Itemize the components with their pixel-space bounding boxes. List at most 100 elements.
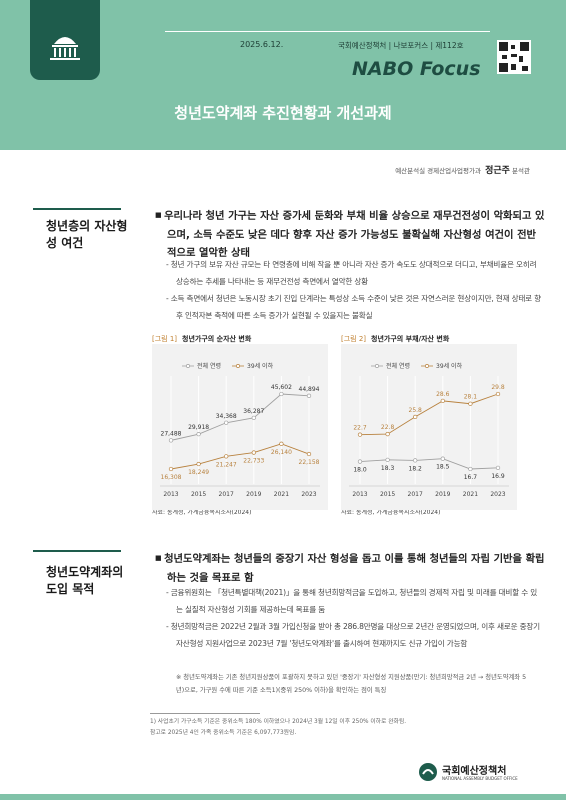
series-line (170, 443, 310, 470)
data-point (168, 466, 174, 472)
section-heading: 청년층의 자산형성 여건 (46, 219, 128, 250)
chart-source: 자료: 통계청, 가계금융복지조사(2024) (341, 509, 441, 516)
footer-org: 국회예산정책처 (442, 766, 507, 777)
series-line (359, 458, 499, 470)
footnote-rule (150, 713, 260, 714)
chart-title: 청년가구의 부채/자산 변화 (371, 335, 450, 343)
x-tick-label: 2021 (463, 491, 478, 498)
chart-source: 자료: 통계청, 가계금융복지조사(2024) (152, 509, 252, 516)
data-label: 21,247 (216, 461, 237, 468)
section-rule (33, 208, 121, 210)
data-label: 18.0 (353, 467, 367, 474)
emblem-tab (30, 0, 100, 80)
footer-band (0, 794, 566, 800)
footer-emblem (419, 763, 437, 781)
x-tick-label: 2021 (274, 491, 289, 498)
data-point (413, 414, 418, 420)
data-point (279, 441, 284, 446)
sub-bullet: 금융위원회는 「청년특별대책(2021)」을 통해 청년희망적금을 도입하고, … (166, 584, 543, 618)
sub-bullet: 소득 측면에서 청년은 노동시장 초기 진입 단계라는 특성상 소득 수준이 낮… (166, 290, 543, 324)
data-point (251, 450, 256, 455)
data-point (306, 393, 312, 398)
sub-bullet: 청년희망적금은 2022년 2월과 3월 가입신청을 받아 총 286.8만명을… (166, 618, 543, 652)
chart: 2013 2015 2017 2019 2021 2023 전체 연령 27,488 29,91… (152, 344, 328, 510)
data-label: 29.8 (491, 384, 505, 391)
data-label: 16.7 (464, 474, 478, 481)
footer-org-en: NATIONAL ASSEMBLY BUDGET OFFICE (442, 776, 518, 781)
data-label: 18.3 (381, 465, 395, 472)
x-tick-label: 2017 (219, 491, 234, 498)
x-tick-label: 2023 (301, 491, 316, 498)
date: 2025.6.12. (240, 40, 284, 49)
data-point (413, 458, 418, 463)
data-label: 45,602 (271, 384, 292, 391)
data-label: 27,488 (161, 430, 182, 437)
data-point (468, 466, 473, 472)
bullet: 우리나라 청년 가구는 자산 증가세 둔화와 부채 비율 상승으로 재무건전성이… (155, 206, 545, 263)
header-rule (165, 31, 490, 32)
chart: 2013 2015 2017 2019 2021 2023 전체 연령 18.0 18.3 18.… (341, 344, 517, 510)
data-point (196, 461, 201, 467)
assembly-icon (50, 37, 80, 60)
legend-label: 전체 연령 (386, 362, 410, 370)
author: 예산분석실 경제산업사업평가과 정근주 분석관 (395, 163, 530, 176)
section-heading: 청년도약계좌의 도입 목적 (46, 565, 124, 596)
legend-label: 39세 이하 (247, 362, 274, 370)
chart-label: [그림 1] (152, 335, 178, 343)
data-point (495, 465, 501, 471)
author-name: 정근주 (485, 166, 510, 176)
x-tick-label: 2013 (352, 491, 367, 498)
data-point (306, 451, 312, 457)
position: 분석관 (512, 167, 530, 175)
data-label: 25.8 (409, 407, 423, 414)
chart-label: [그림 2] (341, 335, 367, 343)
legend-marker (425, 364, 429, 368)
series-line (170, 393, 310, 441)
data-point (385, 431, 390, 437)
legend-label: 전체 연령 (197, 362, 221, 370)
x-tick-label: 2017 (408, 491, 423, 498)
legend-marker (375, 364, 379, 368)
title: 청년도약계좌 추진현황과 개선과제 (174, 104, 392, 122)
data-label: 22.7 (353, 425, 367, 432)
data-label: 22.8 (381, 424, 395, 431)
chart-title: 청년가구의 순자산 변화 (182, 335, 252, 343)
x-tick-label: 2023 (490, 491, 505, 498)
x-tick-label: 2013 (163, 491, 178, 498)
data-label: 29,918 (188, 424, 209, 431)
section-rule (33, 550, 121, 552)
data-label: 18,249 (188, 469, 209, 476)
data-label: 44,894 (299, 386, 320, 393)
footnote: 1) 사업초기 가구소득 기준은 중위소득 180% 이하였으나 2024년 3… (150, 719, 407, 736)
data-point (251, 415, 256, 420)
data-label: 16,308 (161, 474, 182, 481)
bullet: 청년도약계좌는 청년들의 중장기 자산 형성을 돕고 이를 통해 청년들의 자립… (155, 549, 545, 587)
data-point (440, 398, 445, 404)
data-point (357, 432, 363, 437)
x-tick-label: 2019 (435, 491, 450, 498)
data-point (468, 401, 473, 406)
data-point (168, 438, 174, 443)
x-tick-label: 2019 (246, 491, 261, 498)
publication: 국회예산정책처 | 나보포커스 | 제112호 (338, 41, 464, 50)
data-label: 22,733 (243, 458, 264, 465)
qr-code (497, 40, 531, 74)
x-tick-label: 2015 (380, 491, 395, 498)
series-line (359, 393, 499, 436)
data-point (224, 454, 229, 459)
data-label: 18.5 (436, 464, 450, 471)
data-point (224, 420, 229, 425)
note: ※ 청년도약계좌는 기존 청년지원상품이 포괄하지 못하고 있던 '중장기' 자… (176, 674, 527, 694)
sub-bullet: 청년 가구의 보유 자산 규모는 타 연령층에 비해 작을 뿐 아니라 자산 증… (166, 256, 543, 290)
data-point (279, 391, 284, 397)
data-point (357, 459, 363, 464)
legend-label: 39세 이하 (436, 362, 463, 370)
logo: NABO Focus (352, 58, 481, 80)
data-label: 34,368 (216, 413, 237, 420)
data-label: 28.6 (436, 391, 450, 398)
data-point (196, 432, 201, 437)
data-label: 26,140 (271, 449, 292, 456)
data-label: 22,158 (299, 459, 320, 466)
data-label: 28.1 (464, 394, 478, 401)
